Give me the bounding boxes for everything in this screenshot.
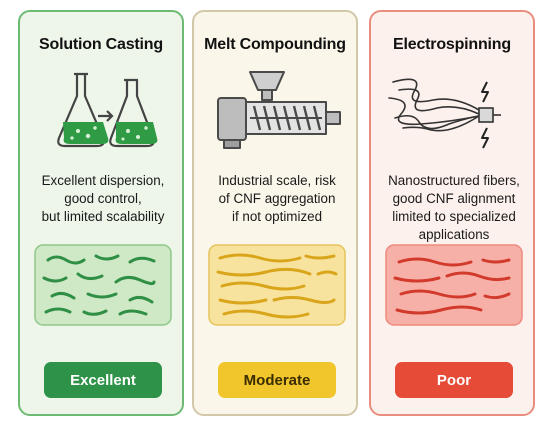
fiber-dispersion-swatch — [208, 244, 346, 326]
flask-to-flask-icon — [57, 72, 158, 148]
panel-melt-compounding: Melt Compounding Industrial scale, risk … — [192, 10, 358, 416]
fiber-dispersion-swatch — [385, 244, 523, 326]
panel-title: Solution Casting — [39, 36, 163, 53]
panel-description: Excellent dispersion, good control, but … — [41, 173, 165, 224]
screw-extruder-icon — [217, 71, 341, 149]
panel-solution-casting: Solution Casting Excellent dispersion, g… — [18, 10, 184, 416]
panel-description: Industrial scale, risk of CNF aggregatio… — [218, 173, 336, 224]
rating-badge: Excellent — [44, 362, 162, 398]
panel-title: Melt Compounding — [204, 36, 346, 53]
fiber-dispersion-swatch — [34, 244, 172, 326]
rating-badge: Moderate — [218, 362, 336, 398]
rating-badge: Poor — [395, 362, 513, 398]
electrospinning-nozzle-icon — [388, 78, 501, 149]
panel-title: Electrospinning — [393, 36, 511, 53]
panel-description: Nanostructured fibers, good CNF alignmen… — [388, 173, 520, 242]
panel-electrospinning: Electrospinning Nanostructured fibers, g… — [369, 10, 535, 416]
